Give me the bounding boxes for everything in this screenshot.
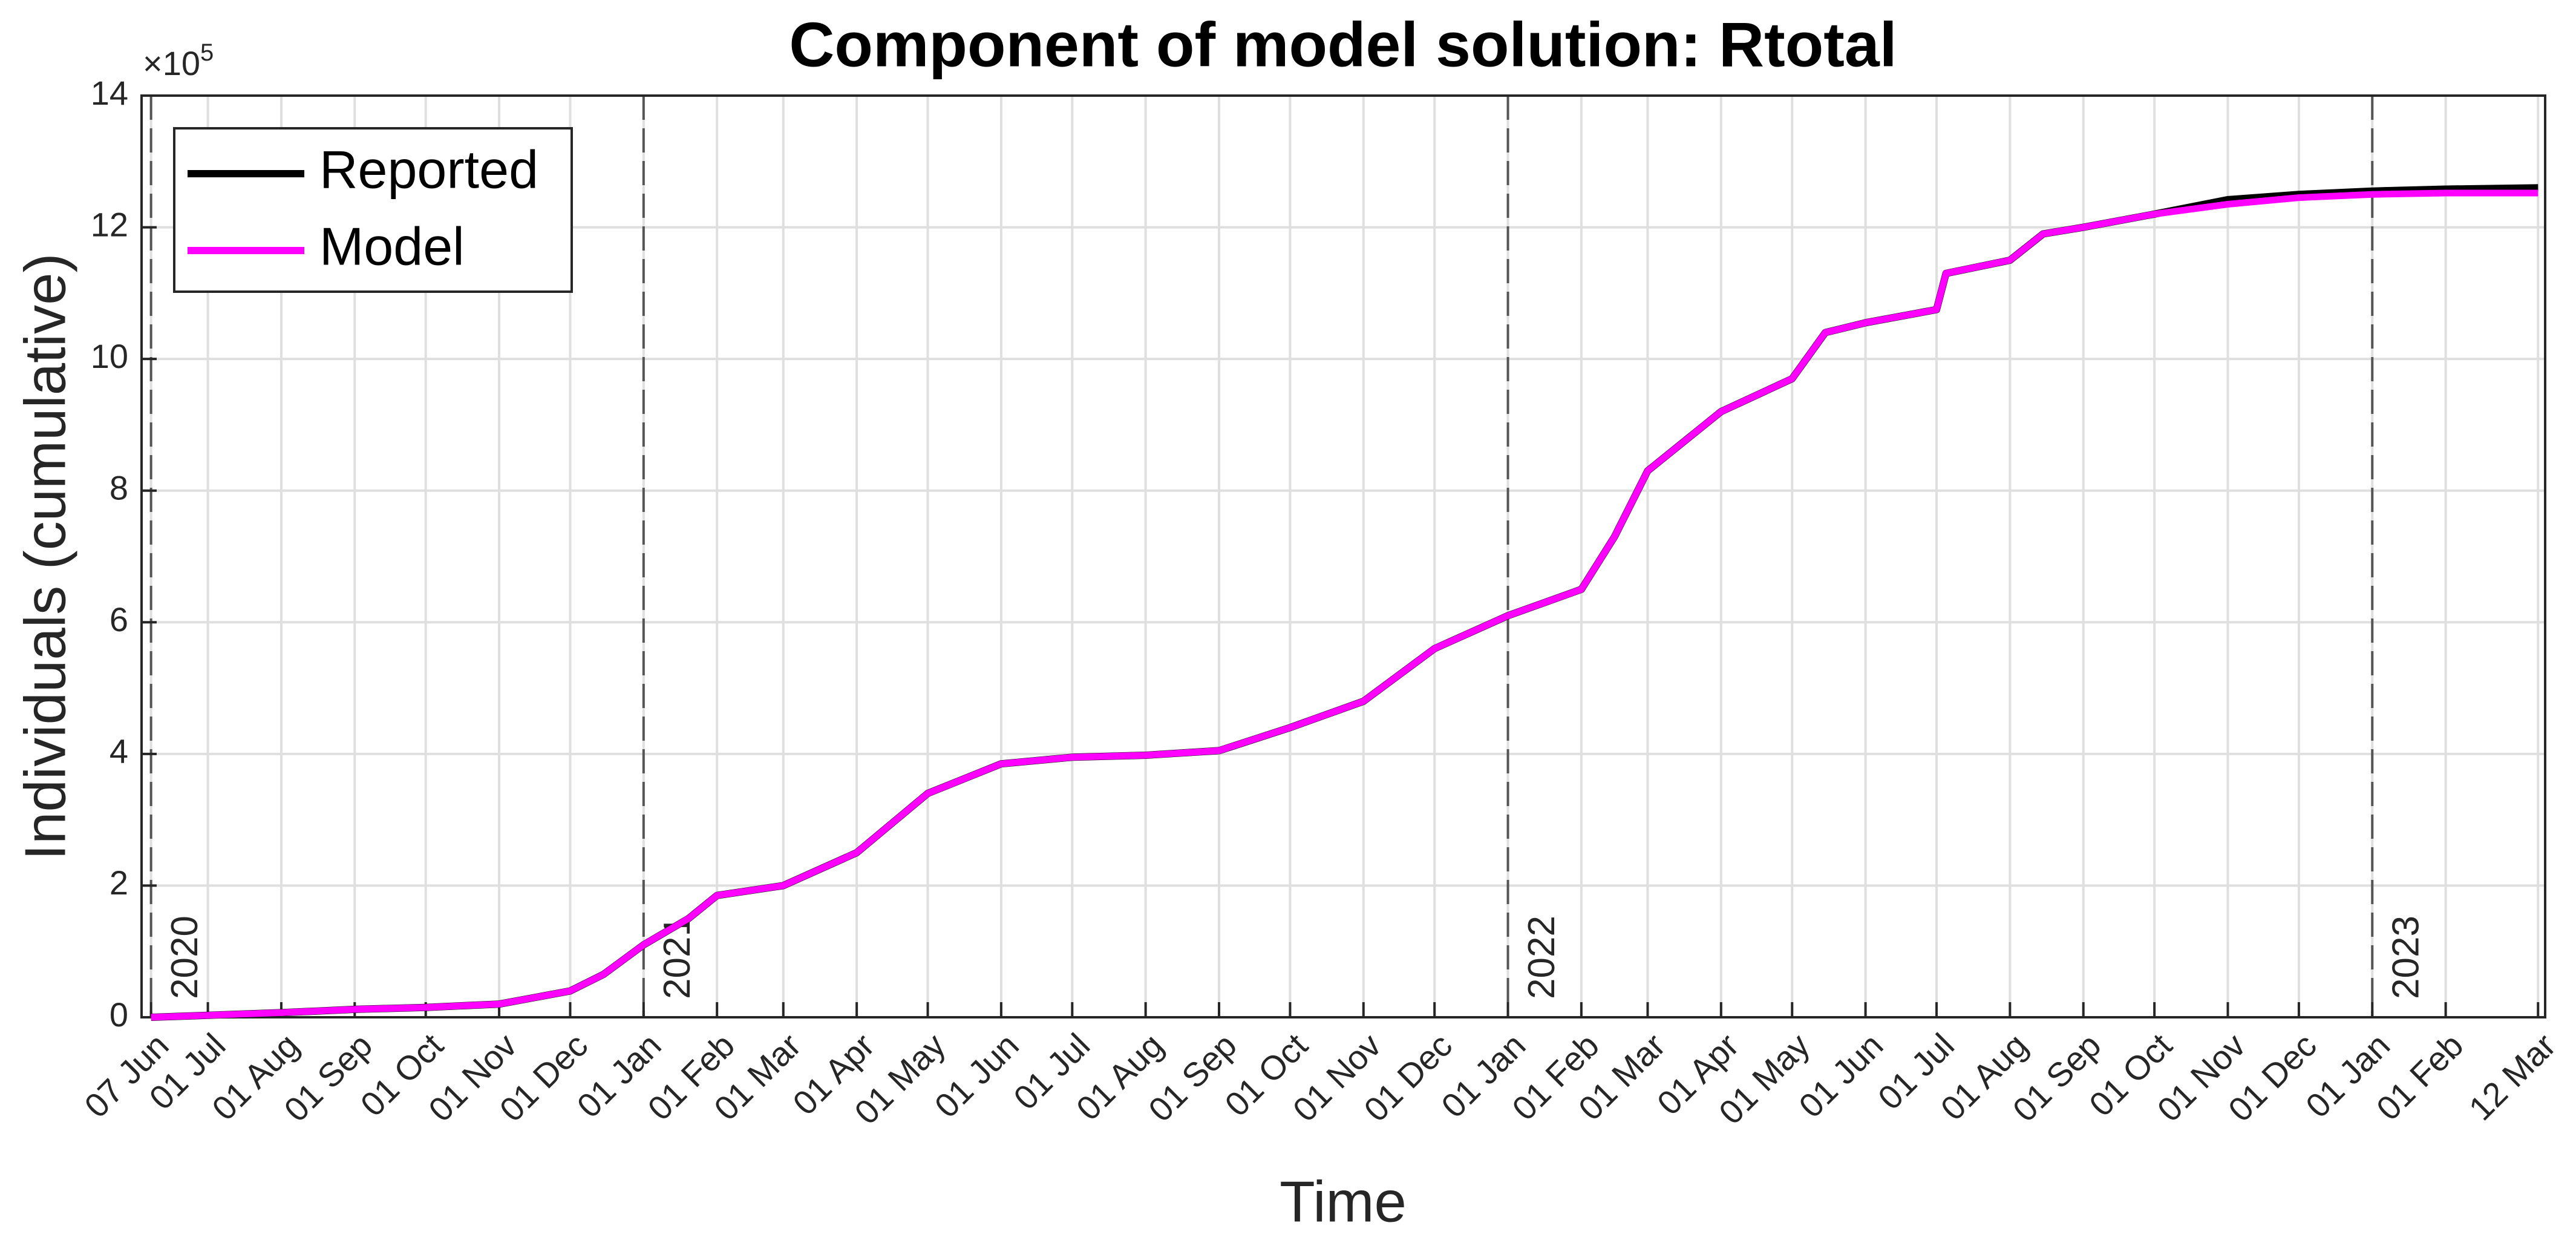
y-tick-label: 2: [110, 864, 128, 902]
multiplier-power: 5: [200, 39, 214, 66]
year-marker-label: 2023: [2385, 916, 2427, 999]
series-line: [151, 189, 2538, 1021]
multiplier-base: ×10: [143, 44, 200, 82]
y-tick-label: 6: [110, 600, 128, 638]
y-tick-label: 14: [91, 74, 128, 112]
y-tick-label: 12: [91, 205, 128, 243]
y-tick-label: 8: [110, 469, 128, 507]
legend-label: Model: [319, 216, 465, 276]
legend: Reported Model: [173, 127, 573, 293]
y-multiplier: ×105: [143, 39, 214, 82]
year-marker-label: 2022: [1521, 916, 1563, 999]
legend-label: Reported: [319, 139, 538, 199]
axes-box: [140, 94, 2546, 1018]
y-axis-label: Individuals (cumulative): [13, 253, 77, 860]
x-axis-label: Time: [1280, 1169, 1407, 1234]
y-tick-label: 0: [110, 995, 128, 1034]
chart-title: Component of model solution: Rtotal: [789, 10, 1897, 80]
legend-box: [173, 127, 573, 293]
year-marker-label: 2020: [164, 916, 206, 999]
y-tick-label: 10: [91, 337, 128, 375]
y-tick-label: 4: [110, 732, 128, 770]
